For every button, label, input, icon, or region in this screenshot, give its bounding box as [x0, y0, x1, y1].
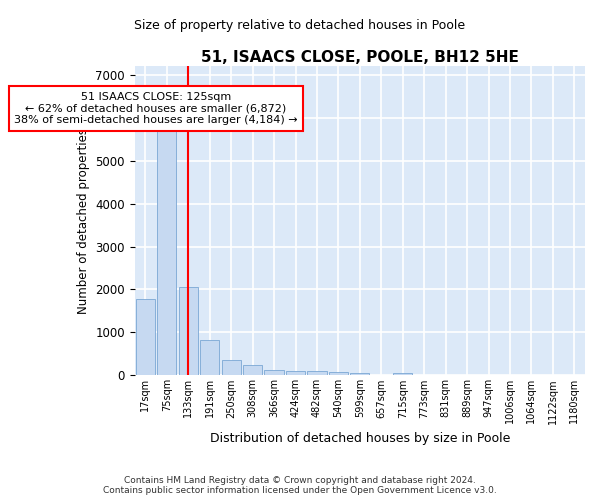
Bar	[221, 360, 241, 376]
Title: 51, ISAACS CLOSE, POOLE, BH12 5HE: 51, ISAACS CLOSE, POOLE, BH12 5HE	[201, 50, 519, 65]
Bar	[393, 373, 412, 376]
X-axis label: Distribution of detached houses by size in Poole: Distribution of detached houses by size …	[209, 432, 510, 445]
Text: Size of property relative to detached houses in Poole: Size of property relative to detached ho…	[134, 20, 466, 32]
Bar	[265, 370, 284, 376]
Bar	[350, 372, 370, 376]
Bar	[329, 372, 348, 376]
Text: Contains HM Land Registry data © Crown copyright and database right 2024.
Contai: Contains HM Land Registry data © Crown c…	[103, 476, 497, 495]
Bar	[136, 299, 155, 376]
Text: 51 ISAACS CLOSE: 125sqm
← 62% of detached houses are smaller (6,872)
38% of semi: 51 ISAACS CLOSE: 125sqm ← 62% of detache…	[14, 92, 298, 125]
Bar	[307, 371, 326, 376]
Bar	[243, 366, 262, 376]
Bar	[157, 128, 176, 376]
Y-axis label: Number of detached properties: Number of detached properties	[77, 128, 90, 314]
Bar	[179, 287, 198, 376]
Bar	[286, 371, 305, 376]
Bar	[200, 340, 220, 376]
